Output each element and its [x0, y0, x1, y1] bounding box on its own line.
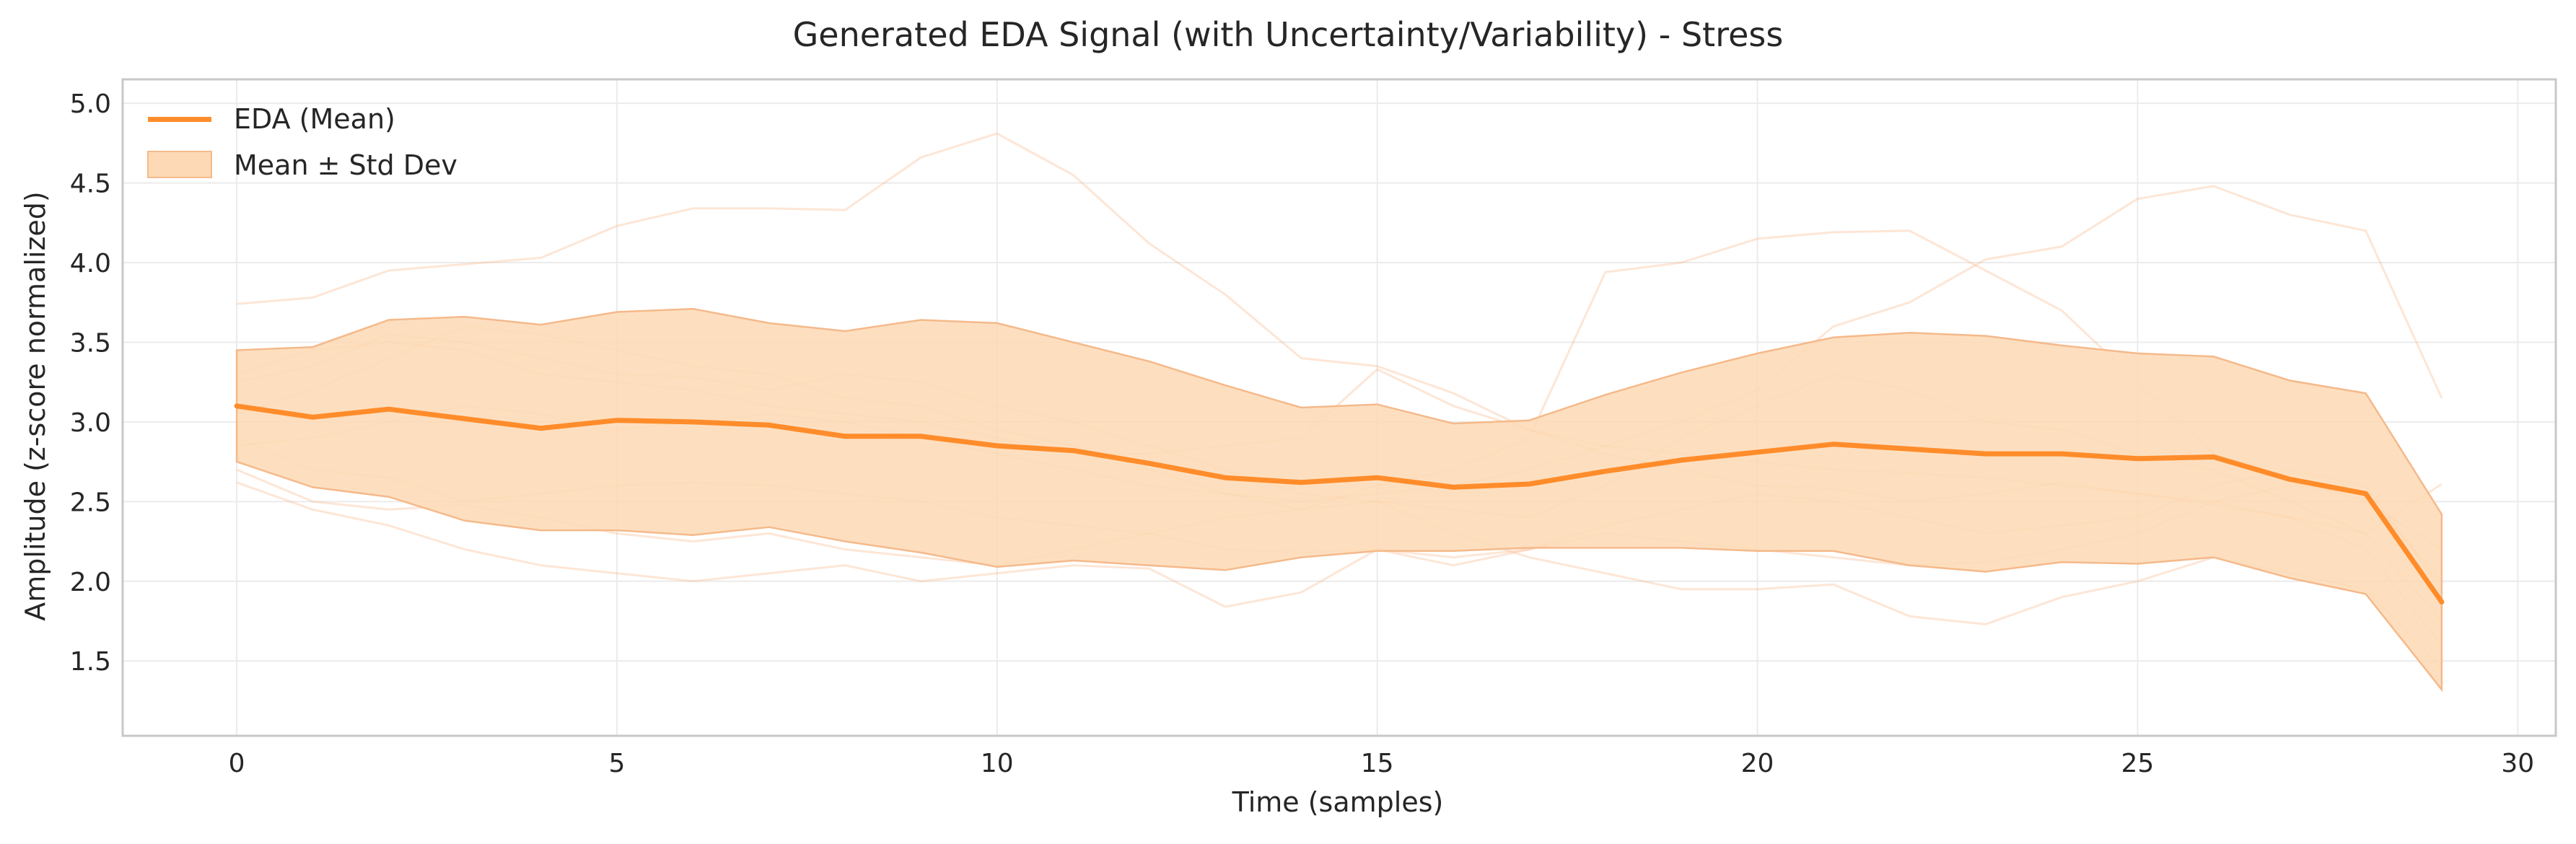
chart-title: Generated EDA Signal (with Uncertainty/V… [793, 15, 1784, 54]
x-tick-label: 15 [1361, 749, 1394, 778]
legend-mean-label: EDA (Mean) [234, 103, 395, 135]
x-tick-label: 5 [608, 749, 625, 778]
legend-band-label: Mean ± Std Dev [234, 149, 457, 181]
x-axis-label: Time (samples) [1232, 786, 1444, 818]
legend: EDA (Mean) Mean ± Std Dev [148, 103, 457, 181]
y-tick-label: 3.5 [70, 328, 111, 358]
y-tick-label: 4.0 [70, 249, 111, 278]
std-band-area [237, 309, 2442, 690]
y-axis-label: Amplitude (z-score normalized) [19, 191, 51, 620]
y-tick-label: 2.0 [70, 568, 111, 597]
std-band [237, 309, 2442, 690]
x-tick-label: 20 [1741, 749, 1774, 778]
y-tick-label: 2.5 [70, 488, 111, 517]
y-tick-label: 1.5 [70, 647, 111, 677]
legend-mean-swatch [148, 117, 211, 122]
x-tick-label: 30 [2501, 749, 2534, 778]
legend-band-swatch [148, 151, 211, 177]
y-tick-label: 3.0 [70, 408, 111, 438]
y-tick-label: 5.0 [70, 89, 111, 119]
x-tick-label: 0 [229, 749, 245, 778]
y-tick-label: 4.5 [70, 170, 111, 199]
x-tick-label: 10 [981, 749, 1014, 778]
x-tick-label: 25 [2121, 749, 2155, 778]
